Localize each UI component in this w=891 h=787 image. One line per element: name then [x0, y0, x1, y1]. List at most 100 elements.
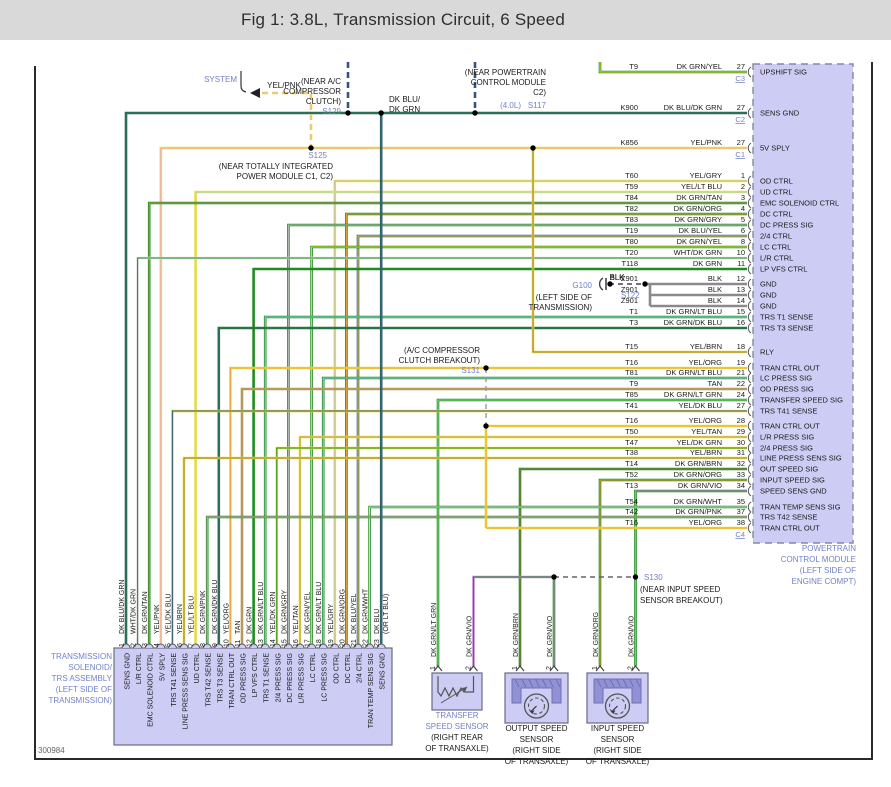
wire-upshift-tracer [599, 62, 747, 73]
connector-pin-signal: TRAN TEMP SENS SIG [368, 653, 375, 728]
pcm-pin-number: 10 [737, 248, 745, 257]
wire-color-code: YEL/PNK [154, 604, 161, 634]
wire-color-code: DK GRN/GRY [675, 215, 722, 224]
wire-5v-sply [159, 146, 747, 644]
s117-4ol: (4.0L) [500, 101, 521, 110]
pcm-terminal-arc [747, 142, 752, 154]
pcm-pin-number: 27 [737, 62, 745, 71]
connector-pin-signal: TRAN CTRL OUT [229, 652, 236, 708]
connector-pin-arc [272, 643, 282, 649]
coil-hatch [528, 678, 534, 688]
connector-pin-number: 3 [142, 643, 149, 647]
pcm-terminal-arc [747, 252, 752, 264]
pcm-signal-name: RLY [760, 348, 774, 357]
figure-title: Fig 1: 3.8L, Transmission Circuit, 6 Spe… [241, 10, 565, 29]
output-speed-sensor-caption: OUTPUT SPEED [505, 724, 567, 733]
connector-pin-signal: OD PRESS SIG [241, 653, 248, 703]
circuit-id: T16 [625, 416, 638, 425]
connector-pin-signal: TRS T41 SENSE [171, 653, 178, 707]
connector-ref-c2[interactable]: C2 [735, 115, 745, 124]
connector-pin-arc [225, 643, 235, 649]
wire-color-code: DK GRN/TAN [142, 591, 149, 634]
sensor-pin-arrow [433, 665, 443, 672]
circuit-id: T84 [625, 193, 638, 202]
wire-color-code: DK GRN/LT BLU [666, 307, 722, 316]
connector-pin-arc [249, 643, 259, 649]
coil-hatch [629, 678, 634, 688]
pcm-note: POWERTRAIN [802, 544, 856, 553]
circuit-id: T50 [625, 427, 638, 436]
pcm-terminal-arc [747, 300, 752, 312]
pcm-signal-name: 5V SPLY [760, 144, 790, 153]
sensor-pin-arrow [631, 665, 640, 672]
wire-ud-ctrl-tracer [195, 191, 747, 644]
ground-g100-ref: G100 [572, 281, 592, 290]
yel-pnk-label: YEL/PNK [267, 81, 301, 90]
pcm-pin-number: 4 [741, 204, 745, 213]
pcm-pin-number: 19 [737, 358, 745, 367]
connector-pin-number: 9 [212, 643, 219, 647]
junction-dot [632, 574, 639, 580]
circuit-id: T54 [625, 497, 638, 506]
s117-ref: S117 [528, 101, 547, 110]
wire-color-code: WHT/DK GRN [674, 248, 722, 257]
pcm-pin-number: 6 [741, 226, 745, 235]
splice-s129-note: COMPRESSOR [283, 87, 341, 96]
pcm-box [752, 63, 854, 544]
pcm-pin-number: 29 [737, 427, 745, 436]
junction-dot [483, 365, 489, 371]
transfer-speed-sensor-caption: (RIGHT REAR [431, 733, 483, 742]
wire-color-code: DK GRN/VIO [678, 481, 722, 490]
wire-color-code: YEL/ORG [689, 518, 723, 527]
trans-connector-box [113, 647, 393, 746]
pcm-pin-number: 3 [741, 193, 745, 202]
coil-hatch [541, 678, 547, 688]
wire-color-code: DK GRN/PNK [675, 507, 722, 516]
pcm-signal-name: LINE PRESS SENS SIG [760, 454, 842, 463]
wire-lp-vfs-ctrl [252, 267, 747, 644]
connector-ref-c3[interactable]: C3 [735, 74, 745, 83]
coil-hatch [521, 678, 527, 688]
wire-trs-t3-sense-tracer [218, 327, 747, 644]
pcm-pin-number: 27 [737, 103, 745, 112]
connector-ref-c1[interactable]: C1 [735, 150, 745, 159]
circuit-id: K900 [620, 103, 638, 112]
system-breakout-dashed [252, 91, 313, 148]
connector-pin-signal: TRS T42 SENSE [206, 653, 213, 707]
sensor-pin-number: 2 [546, 666, 553, 670]
splice-s130-note: SENSOR BREAKOUT) [640, 596, 723, 605]
transfer-speed-sensor-caption: SPEED SENSOR [425, 722, 488, 731]
connector-pin-number: 7 [189, 643, 196, 647]
connector-pin-signal: L/R PRESS SIG [299, 653, 306, 704]
wire-color-code: DK GRN/YEL [677, 237, 722, 246]
connector-ref-c4[interactable]: C4 [735, 530, 745, 539]
pcm-terminal-arc [747, 263, 752, 275]
pcm-signal-name: LC CTRL [760, 243, 791, 252]
connector-pin-signal: SENS GND [380, 653, 387, 690]
title-bar: Fig 1: 3.8L, Transmission Circuit, 6 Spe… [0, 0, 891, 40]
circuit-id: T52 [625, 470, 638, 479]
circuit-id: T16 [625, 358, 638, 367]
wire-dc-ctrl-tracer [345, 213, 747, 644]
connector-pin-signal: LC CTRL [310, 653, 317, 682]
connector-pin-number: 10 [223, 639, 230, 647]
wire-l-r-ctrl-tracer [137, 257, 747, 644]
connector-pin-number: 4 [154, 643, 161, 647]
transfer-speed-sensor-caption: TRANSFER [435, 711, 478, 720]
wire-color-code: YEL/GRY [328, 603, 335, 634]
wire-color-code: YEL/ORG [223, 603, 230, 634]
pcm-terminal-arc [747, 420, 752, 432]
connector-pin-arc [202, 643, 212, 649]
pcm-terminal-arc [747, 311, 752, 323]
pcm-terminal-arc [747, 501, 752, 513]
pcm-signal-name: TRS T3 SENSE [760, 324, 813, 333]
circuit-id: Z901 [621, 285, 638, 294]
pcm-terminal-arc [747, 511, 752, 523]
input-speed-sensor-caption: SENSOR [601, 735, 635, 744]
connector-pin-number: 2 [131, 643, 138, 647]
coil-channel [511, 678, 562, 704]
system-breakout-dashed-tracer [252, 92, 312, 148]
circuit-id: T19 [625, 226, 638, 235]
junction-dot [308, 145, 314, 151]
splice-s125-note: (NEAR TOTALLY INTEGRATED [219, 162, 333, 171]
